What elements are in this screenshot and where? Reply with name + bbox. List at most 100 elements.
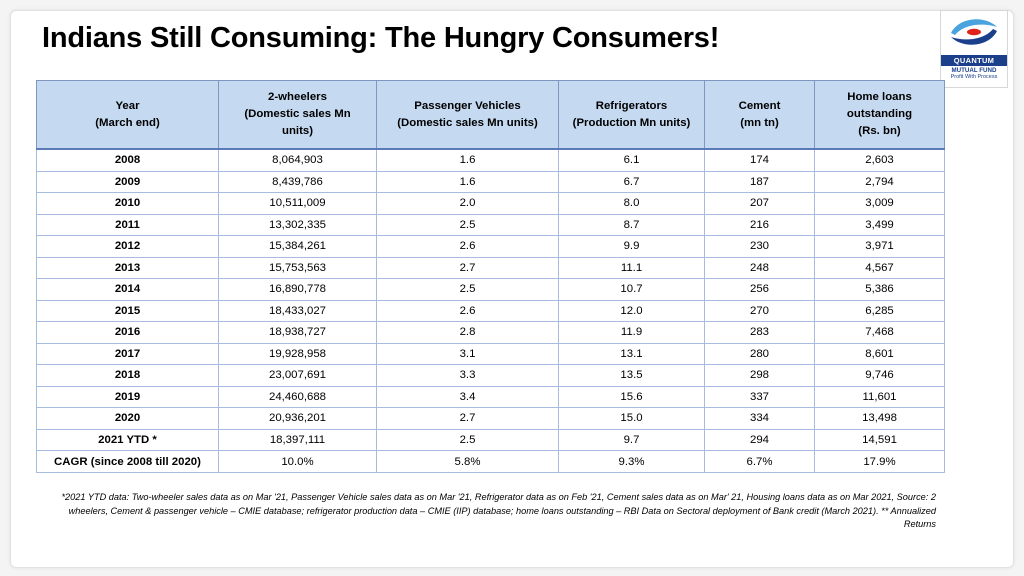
cell-cement: 294 <box>704 428 815 451</box>
cell-cement: 174 <box>704 148 815 172</box>
cell-passenger-vehicles: 2.5 <box>376 213 559 236</box>
cell-year: 2015 <box>36 299 219 322</box>
cell-refrigerators: 9.9 <box>558 235 705 258</box>
cell-cement: 283 <box>704 321 815 344</box>
cell-home-loans: 3,009 <box>814 192 945 215</box>
cagr-year: CAGR (since 2008 till 2020) <box>36 450 219 473</box>
cell-two-wheelers: 18,433,027 <box>218 299 377 322</box>
table-row: 2016 18,938,727 2.8 11.9 283 7,468 <box>36 321 945 344</box>
cell-passenger-vehicles: 2.5 <box>376 278 559 301</box>
cell-passenger-vehicles: 2.7 <box>376 256 559 279</box>
cell-two-wheelers: 15,384,261 <box>218 235 377 258</box>
cell-passenger-vehicles: 2.0 <box>376 192 559 215</box>
cell-year: 2012 <box>36 235 219 258</box>
cell-two-wheelers: 20,936,201 <box>218 407 377 430</box>
cagr-two-wheelers: 10.0% <box>218 450 377 473</box>
cell-passenger-vehicles: 1.6 <box>376 170 559 193</box>
cagr-refrigerators: 9.3% <box>558 450 705 473</box>
cell-two-wheelers: 19,928,958 <box>218 342 377 365</box>
table-row: 2018 23,007,691 3.3 13.5 298 9,746 <box>36 364 945 387</box>
cell-two-wheelers: 18,397,111 <box>218 428 377 451</box>
cell-passenger-vehicles: 3.1 <box>376 342 559 365</box>
cell-passenger-vehicles: 2.7 <box>376 407 559 430</box>
cell-year: 2009 <box>36 170 219 193</box>
cell-cement: 187 <box>704 170 815 193</box>
cell-refrigerators: 8.7 <box>558 213 705 236</box>
cell-home-loans: 11,601 <box>814 385 945 408</box>
footnote: *2021 YTD data: Two-wheeler sales data a… <box>61 492 936 529</box>
cell-two-wheelers: 8,439,786 <box>218 170 377 193</box>
table-row: 2017 19,928,958 3.1 13.1 280 8,601 <box>36 342 945 365</box>
cell-cement: 256 <box>704 278 815 301</box>
cell-two-wheelers: 18,938,727 <box>218 321 377 344</box>
cell-refrigerators: 15.0 <box>558 407 705 430</box>
col-header-refrigerators: Refrigerators (Production Mn units) <box>558 80 705 150</box>
table-row: 2012 15,384,261 2.6 9.9 230 3,971 <box>36 235 945 258</box>
cell-year: 2020 <box>36 407 219 430</box>
cell-cement: 230 <box>704 235 815 258</box>
cell-refrigerators: 11.9 <box>558 321 705 344</box>
cell-year: 2008 <box>36 148 219 172</box>
cell-refrigerators: 13.1 <box>558 342 705 365</box>
cell-home-loans: 3,499 <box>814 213 945 236</box>
cell-home-loans: 2,603 <box>814 148 945 172</box>
cell-cement: 337 <box>704 385 815 408</box>
table-row: 2015 18,433,027 2.6 12.0 270 6,285 <box>36 299 945 322</box>
cell-two-wheelers: 16,890,778 <box>218 278 377 301</box>
cell-two-wheelers: 8,064,903 <box>218 148 377 172</box>
cell-home-loans: 2,794 <box>814 170 945 193</box>
cagr-home-loans: 17.9% <box>814 450 945 473</box>
cagr-cement: 6.7% <box>704 450 815 473</box>
cell-cement: 248 <box>704 256 815 279</box>
cell-refrigerators: 8.0 <box>558 192 705 215</box>
cell-refrigerators: 6.7 <box>558 170 705 193</box>
cell-refrigerators: 10.7 <box>558 278 705 301</box>
logo-tagline: Profit With Process <box>950 74 998 80</box>
cell-two-wheelers: 10,511,009 <box>218 192 377 215</box>
cell-passenger-vehicles: 2.8 <box>376 321 559 344</box>
col-header-home-loans: Home loans outstanding (Rs. bn) <box>814 80 945 150</box>
cell-year: 2018 <box>36 364 219 387</box>
cell-home-loans: 6,285 <box>814 299 945 322</box>
cell-passenger-vehicles: 2.6 <box>376 235 559 258</box>
cell-year: 2016 <box>36 321 219 344</box>
cell-cement: 280 <box>704 342 815 365</box>
logo-sub-text: MUTUAL FUND <box>951 67 997 74</box>
cell-two-wheelers: 13,302,335 <box>218 213 377 236</box>
cell-refrigerators: 12.0 <box>558 299 705 322</box>
table-row: 2011 13,302,335 2.5 8.7 216 3,499 <box>36 213 945 236</box>
cell-cement: 270 <box>704 299 815 322</box>
page-title: Indians Still Consuming: The Hungry Cons… <box>42 22 720 54</box>
col-header-cement: Cement (mn tn) <box>704 80 815 150</box>
cell-passenger-vehicles: 3.4 <box>376 385 559 408</box>
cell-refrigerators: 13.5 <box>558 364 705 387</box>
cell-cement: 298 <box>704 364 815 387</box>
quantum-logo: QUANTUM MUTUAL FUND Profit With Process <box>940 10 1008 88</box>
table-row: 2013 15,753,563 2.7 11.1 248 4,567 <box>36 256 945 279</box>
cell-year: 2013 <box>36 256 219 279</box>
cell-cement: 216 <box>704 213 815 236</box>
cell-home-loans: 9,746 <box>814 364 945 387</box>
table-row: 2008 8,064,903 1.6 6.1 174 2,603 <box>36 148 945 172</box>
cell-year: 2021 YTD * <box>36 428 219 451</box>
cell-two-wheelers: 23,007,691 <box>218 364 377 387</box>
logo-swirl-icon <box>951 19 997 45</box>
cell-year: 2017 <box>36 342 219 365</box>
table-row: 2014 16,890,778 2.5 10.7 256 5,386 <box>36 278 945 301</box>
table-row: 2020 20,936,201 2.7 15.0 334 13,498 <box>36 407 945 430</box>
cell-passenger-vehicles: 3.3 <box>376 364 559 387</box>
cell-cement: 207 <box>704 192 815 215</box>
cell-home-loans: 5,386 <box>814 278 945 301</box>
cell-year: 2011 <box>36 213 219 236</box>
cell-two-wheelers: 24,460,688 <box>218 385 377 408</box>
cell-home-loans: 4,567 <box>814 256 945 279</box>
cell-refrigerators: 6.1 <box>558 148 705 172</box>
cell-year: 2010 <box>36 192 219 215</box>
cell-refrigerators: 15.6 <box>558 385 705 408</box>
col-header-passenger-vehicles: Passenger Vehicles (Domestic sales Mn un… <box>376 80 559 150</box>
cell-home-loans: 14,591 <box>814 428 945 451</box>
cell-passenger-vehicles: 2.6 <box>376 299 559 322</box>
cagr-row: CAGR (since 2008 till 2020) 10.0% 5.8% 9.3%… <box>36 450 945 473</box>
cell-two-wheelers: 15,753,563 <box>218 256 377 279</box>
cell-refrigerators: 11.1 <box>558 256 705 279</box>
